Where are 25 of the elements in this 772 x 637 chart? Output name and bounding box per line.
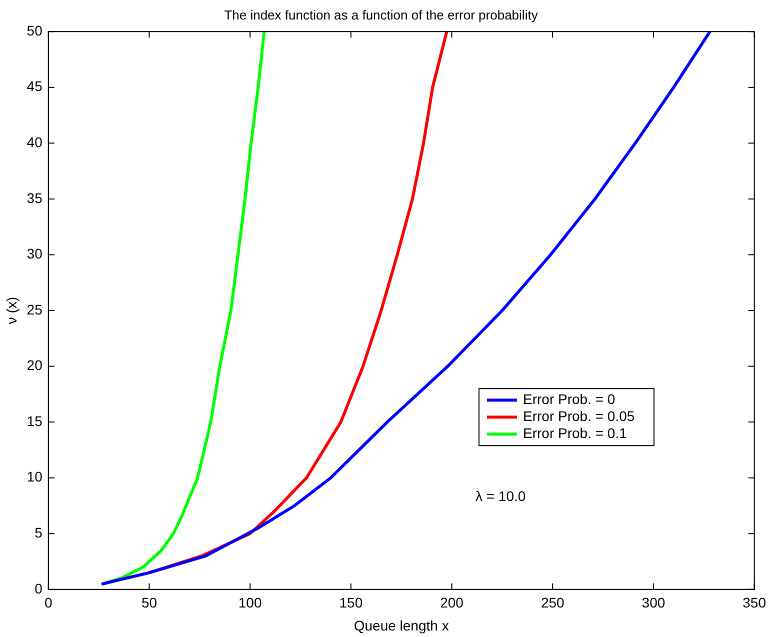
x-tick-label: 300 [642, 594, 666, 611]
y-tick-label: 40 [26, 134, 43, 150]
y-tick-label: 20 [26, 357, 43, 374]
chart-title: The index function as a function of the error probability [224, 7, 538, 22]
y-tick-label: 15 [26, 412, 43, 429]
x-tick-label: 100 [238, 594, 262, 611]
y-tick-label: 25 [26, 301, 43, 318]
legend-label: Error Prob. = 0 [523, 390, 616, 407]
y-tick-label: 30 [26, 246, 43, 262]
x-tick-label: 350 [742, 594, 766, 611]
y-tick-label: 0 [34, 580, 43, 596]
y-tick-label: 45 [26, 78, 43, 94]
y-axis-title: ν (x) [3, 296, 20, 324]
y-tick-label: 35 [26, 190, 43, 206]
x-tick-label: 150 [339, 594, 363, 611]
x-axis-title: Queue length x [354, 617, 449, 634]
y-tick-label: 50 [26, 22, 43, 38]
legend-label: Error Prob. = 0.1 [523, 424, 628, 441]
x-tick-label: 250 [540, 594, 565, 611]
legend-label: Error Prob. = 0.05 [523, 408, 635, 424]
x-tick-label: 50 [141, 594, 158, 611]
y-tick-label: 10 [26, 468, 43, 485]
y-tick-label: 5 [34, 524, 43, 540]
annotation: λ = 10.0 [475, 488, 526, 504]
x-tick-label: 200 [440, 594, 464, 611]
